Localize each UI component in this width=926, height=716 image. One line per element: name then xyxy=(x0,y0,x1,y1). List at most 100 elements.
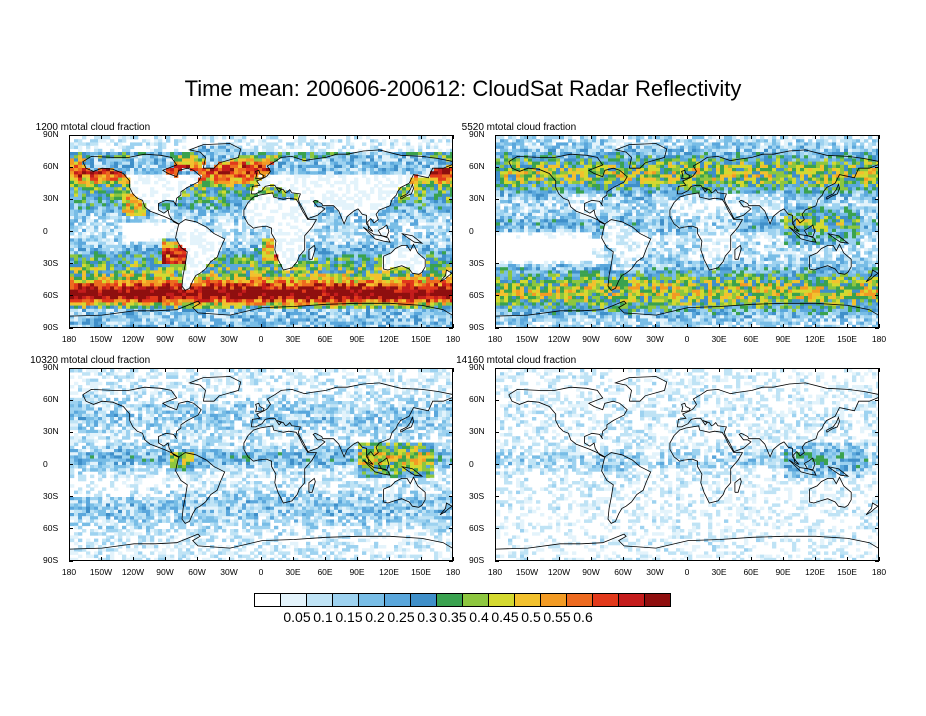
lon-tick xyxy=(260,135,262,139)
colorbar-swatch xyxy=(280,593,307,607)
lon-tick xyxy=(814,135,816,139)
lon-label: 150E xyxy=(411,567,431,577)
lon-tick xyxy=(100,324,102,328)
colorbar-label: 0.15 xyxy=(335,609,363,625)
coastline-nz xyxy=(439,269,452,283)
coastline-africa xyxy=(243,425,318,504)
lon-tick xyxy=(750,324,752,328)
lon-tick xyxy=(846,557,848,561)
lon-tick xyxy=(452,135,454,139)
cloud-fraction-field xyxy=(496,136,878,327)
lat-tick xyxy=(69,399,73,401)
cloud-fraction-field xyxy=(496,369,878,560)
lon-label: 180 xyxy=(871,567,887,577)
lon-tick xyxy=(622,324,624,328)
coastline-madagascar xyxy=(734,477,742,493)
lon-label: 30W xyxy=(220,334,238,344)
lat-label: 30N xyxy=(469,426,485,437)
lat-tick xyxy=(69,263,73,265)
lon-label: 120E xyxy=(805,567,825,577)
lat-tick xyxy=(69,528,73,530)
coastline-borneo xyxy=(803,224,816,238)
lat-tick xyxy=(875,528,879,530)
lon-tick xyxy=(452,324,454,328)
lon-tick xyxy=(420,324,422,328)
lon-tick xyxy=(452,557,454,561)
lat-tick xyxy=(875,367,879,369)
lat-tick xyxy=(449,367,453,369)
lon-tick xyxy=(782,324,784,328)
lon-label: 60W xyxy=(614,567,632,577)
lat-label: 90N xyxy=(469,362,485,372)
lon-tick xyxy=(718,368,720,372)
lat-label: 60S xyxy=(43,522,59,533)
lat-label: 30N xyxy=(43,426,59,437)
lon-tick xyxy=(654,324,656,328)
coastline-indonesia xyxy=(789,459,817,476)
lon-tick xyxy=(782,135,784,139)
lon-tick xyxy=(622,135,624,139)
lon-label: 30E xyxy=(285,334,301,344)
coastline-africa xyxy=(669,192,744,271)
lon-tick xyxy=(68,368,70,372)
lat-tick xyxy=(449,198,453,200)
colorbar-swatch xyxy=(566,593,593,607)
lat-label: 90S xyxy=(469,555,485,565)
lon-label: 180 xyxy=(61,334,77,344)
lat-tick xyxy=(69,198,73,200)
colorbar-label: 0.6 xyxy=(573,609,593,625)
lon-label: 90W xyxy=(156,567,174,577)
lat-tick xyxy=(875,464,879,465)
lon-tick xyxy=(526,324,528,328)
lat-tick xyxy=(495,496,499,498)
lat-label: 0 xyxy=(469,458,474,469)
lon-label: 90W xyxy=(582,334,600,344)
lon-tick xyxy=(260,324,262,328)
lon-label: 120E xyxy=(379,567,399,577)
lat-label: 60N xyxy=(469,161,485,172)
colorbar-label: 0.2 xyxy=(365,609,385,625)
lon-tick xyxy=(750,557,752,561)
coastline-madagascar xyxy=(734,244,742,260)
coastline-borneo xyxy=(377,457,390,471)
panel-right-label: 5520 m xyxy=(461,122,495,133)
lon-label: 90W xyxy=(582,567,600,577)
colorbar-label: 0.25 xyxy=(387,609,415,625)
lon-tick xyxy=(622,557,624,561)
lat-tick xyxy=(875,295,879,297)
lat-label: 90N xyxy=(469,129,485,139)
lon-tick xyxy=(260,368,262,372)
lat-tick xyxy=(449,431,453,433)
lon-tick xyxy=(846,135,848,139)
lat-tick xyxy=(449,327,453,329)
coastline-indonesia xyxy=(789,226,817,243)
lon-label: 150E xyxy=(837,567,857,577)
lon-tick xyxy=(292,557,294,561)
colorbar-label: 0.5 xyxy=(521,609,541,625)
lat-tick xyxy=(495,528,499,530)
coastline-newguinea xyxy=(401,466,424,477)
coastline-borneo xyxy=(377,224,390,238)
lon-label: 60E xyxy=(743,334,759,344)
lat-tick xyxy=(495,399,499,401)
lon-tick xyxy=(590,324,592,328)
colorbar-label: 0.45 xyxy=(491,609,519,625)
lon-tick xyxy=(420,557,422,561)
lat-tick xyxy=(69,367,73,369)
lon-tick xyxy=(228,557,230,561)
lat-tick xyxy=(495,431,499,433)
lat-label: 90S xyxy=(469,322,485,332)
coastline-africa xyxy=(669,425,744,504)
lon-label: 30E xyxy=(711,567,727,577)
coastline-greenland xyxy=(614,376,668,402)
panel-left-label: total cloud fraction xyxy=(69,122,151,133)
coastline-nz xyxy=(439,502,452,516)
lon-tick xyxy=(164,557,166,561)
coastline-namerica xyxy=(82,153,202,225)
lon-tick xyxy=(750,135,752,139)
lon-tick xyxy=(388,324,390,328)
coastline-indonesia xyxy=(363,226,391,243)
lon-tick xyxy=(68,557,70,561)
lon-tick xyxy=(494,324,496,328)
coastline-nz xyxy=(865,502,878,516)
